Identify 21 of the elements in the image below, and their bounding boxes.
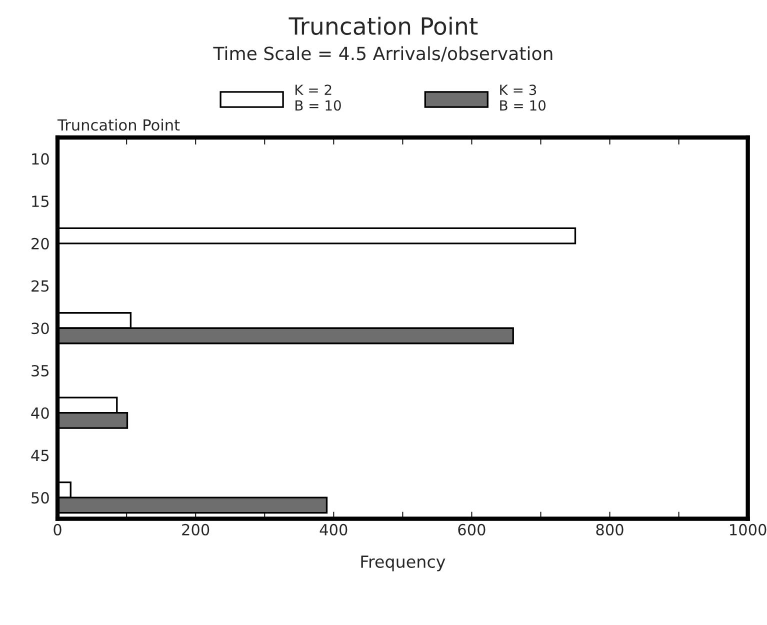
- x-tick-label: 0: [54, 524, 62, 536]
- x-tick-label: 200: [182, 524, 210, 536]
- y-tick-label: 20: [32, 238, 49, 250]
- y-tick-label: 10: [32, 153, 49, 165]
- x-tick-label: 400: [320, 524, 348, 536]
- y-tick-label: 30: [32, 322, 49, 334]
- y-tick-label: 35: [32, 364, 49, 377]
- legend-label: K = 2 B = 10: [296, 84, 341, 111]
- legend-label: K = 3 B = 10: [500, 84, 546, 111]
- chart-title: Truncation Point: [288, 16, 478, 35]
- chart-subtitle: Time Scale = 4.5 Arrivals/observation: [213, 46, 552, 62]
- y-tick-label: 15: [32, 196, 49, 208]
- x-tick-label: 1000: [730, 524, 766, 536]
- y-axis-title: Truncation Point: [57, 118, 180, 131]
- x-tick-label: 600: [458, 524, 486, 536]
- y-tick-label: 45: [31, 450, 49, 462]
- x-axis-title: Frequency: [361, 556, 446, 572]
- y-tick-label: 25: [32, 280, 49, 292]
- y-tick-label: 50: [32, 492, 49, 504]
- y-tick-label: 40: [31, 407, 49, 419]
- x-tick-label: 800: [596, 524, 624, 536]
